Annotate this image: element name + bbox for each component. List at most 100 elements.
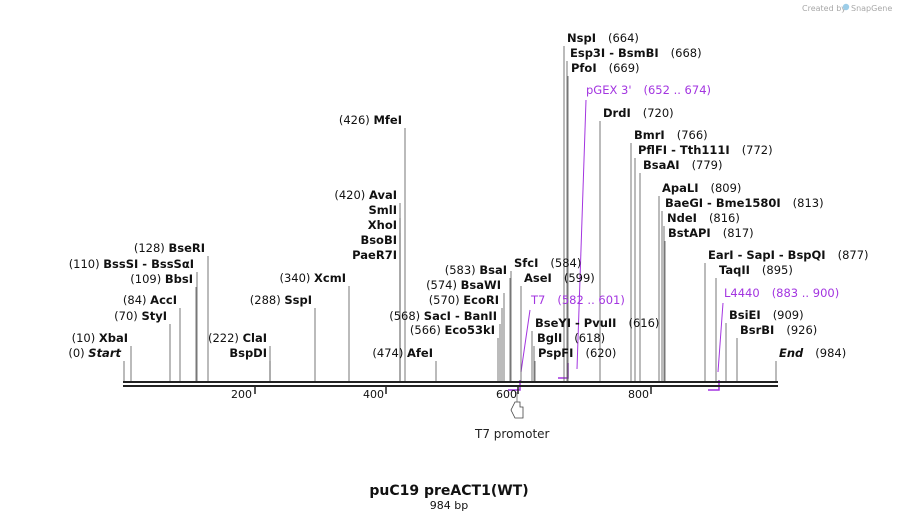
ruler-label: 200: [231, 388, 252, 401]
site-position: (570): [429, 293, 464, 307]
site-label[interactable]: NdeI (816): [667, 211, 740, 225]
site-name: SspI: [284, 293, 312, 307]
site-label[interactable]: BseYI - PvuII (616): [535, 316, 659, 330]
site-name: BglI: [537, 331, 562, 345]
site-label[interactable]: XhoI: [368, 218, 397, 232]
site-label[interactable]: (574) BsaWI: [426, 278, 501, 292]
site-label[interactable]: (340) XcmI: [279, 271, 346, 285]
site-label[interactable]: ApaLI (809): [662, 181, 741, 195]
site-label[interactable]: NspI (664): [567, 31, 639, 45]
site-label[interactable]: PspFI (620): [538, 346, 616, 360]
site-position: (426): [339, 113, 374, 127]
site-name: SmlI: [369, 203, 398, 217]
site-label[interactable]: (570) EcoRI: [429, 293, 499, 307]
site-label[interactable]: (70) StyI: [114, 309, 167, 323]
site-label[interactable]: PaeR7I: [352, 248, 397, 262]
site-label[interactable]: BsiEI (909): [729, 308, 804, 322]
site-position: (128): [134, 241, 169, 255]
feature-label-t7-promoter: T7 promoter: [474, 427, 550, 441]
site-label[interactable]: PfoI (669): [571, 61, 640, 75]
site-position: (720): [643, 106, 674, 120]
primer-name: L4440: [724, 286, 760, 300]
site-label[interactable]: (420) AvaI: [334, 188, 397, 202]
ruler-label: 600: [496, 388, 517, 401]
primer-name: pGEX 3': [586, 83, 632, 97]
site-label[interactable]: BsaAI (779): [643, 158, 723, 172]
site-name: PspFI: [538, 346, 573, 360]
site-position: (474): [372, 346, 407, 360]
site-position: (70): [114, 309, 141, 323]
site-name: BbsI: [165, 272, 193, 286]
site-name: AfeI: [407, 346, 433, 360]
site-label[interactable]: PflFI - Tth111I (772): [638, 143, 773, 157]
site-label[interactable]: (566) Eco53kI: [410, 323, 495, 337]
site-label[interactable]: (128) BseRI: [134, 241, 205, 255]
site-name: Esp3I - BsmBI: [570, 46, 659, 60]
site-label[interactable]: SmlI: [369, 203, 398, 217]
primer-range: (582 .. 601): [557, 293, 625, 307]
site-label[interactable]: Esp3I - BsmBI (668): [570, 46, 702, 60]
site-name: StyI: [141, 309, 167, 323]
site-label[interactable]: BaeGI - Bme1580I (813): [665, 196, 824, 210]
site-position: (620): [585, 346, 616, 360]
site-position: (420): [334, 188, 369, 202]
site-name: BsoBI: [360, 233, 397, 247]
site-name: BsiEI: [729, 308, 761, 322]
watermark-text: Created by: [802, 4, 846, 13]
site-label[interactable]: End (984): [779, 346, 846, 360]
site-label[interactable]: (0) Start: [68, 346, 121, 360]
site-name: PflFI - Tth111I: [638, 143, 730, 157]
site-label[interactable]: BglI (618): [537, 331, 605, 345]
site-label[interactable]: TaqII (895): [719, 263, 793, 277]
site-position: (574): [426, 278, 461, 292]
site-label[interactable]: BstAPI (817): [668, 226, 754, 240]
site-label[interactable]: BsrBI (926): [740, 323, 817, 337]
site-name: BmrI: [634, 128, 665, 142]
site-name: PfoI: [571, 61, 597, 75]
site-name: BsaI: [479, 263, 507, 277]
site-label[interactable]: (583) BsaI: [445, 263, 507, 277]
site-label[interactable]: (426) MfeI: [339, 113, 402, 127]
site-label[interactable]: (222) ClaI: [208, 331, 267, 345]
site-name: BspDI: [229, 346, 267, 360]
site-label[interactable]: (109) BbsI: [130, 272, 193, 286]
site-name: EcoRI: [463, 293, 499, 307]
primer-label[interactable]: L4440 (883 .. 900): [724, 286, 839, 300]
site-label[interactable]: DrdI (720): [603, 106, 674, 120]
site-position: (664): [608, 31, 639, 45]
primer-label[interactable]: T7 (582 .. 601): [530, 293, 625, 307]
plasmid-title: puC19 preACT1(WT): [369, 483, 528, 499]
site-name: BseRI: [168, 241, 205, 255]
site-position: (616): [628, 316, 659, 330]
site-label[interactable]: (568) SacI - BanII: [389, 309, 497, 323]
site-label[interactable]: BsoBI: [360, 233, 397, 247]
site-name: XbaI: [99, 331, 128, 345]
site-label[interactable]: SfcI (584): [514, 256, 581, 270]
site-label[interactable]: (474) AfeI: [372, 346, 433, 360]
site-label[interactable]: EarI - SapI - BspQI (877): [708, 248, 869, 262]
site-name: BsrBI: [740, 323, 774, 337]
ruler-label: 800: [628, 388, 649, 401]
site-position: (817): [723, 226, 754, 240]
site-position: (669): [609, 61, 640, 75]
site-label[interactable]: BspDI: [229, 346, 267, 360]
site-label[interactable]: (84) AccI: [123, 293, 177, 307]
site-name: BstAPI: [668, 226, 711, 240]
site-position: (84): [123, 293, 150, 307]
site-label[interactable]: (288) SspI: [250, 293, 312, 307]
primer-labels: pGEX 3' (652 .. 674)T7 (582 .. 601) L4440 (8…: [530, 83, 839, 307]
site-position: (816): [709, 211, 740, 225]
site-labels: (0) Start(10) XbaI (70) StyI (84) AccI (109…: [68, 31, 868, 360]
site-position: (618): [574, 331, 605, 345]
site-label[interactable]: BmrI (766): [634, 128, 708, 142]
site-label[interactable]: (110) BssSI - BssSαI: [69, 257, 194, 271]
dna-strand-top: [123, 381, 778, 383]
site-name: SacI - BanII: [424, 309, 497, 323]
site-position: (809): [711, 181, 742, 195]
site-name: BsaAI: [643, 158, 680, 172]
site-label[interactable]: (10) XbaI: [72, 331, 128, 345]
primer-label[interactable]: pGEX 3' (652 .. 674): [586, 83, 711, 97]
site-label[interactable]: AseI (599): [524, 271, 595, 285]
primer-graphics: [508, 99, 724, 391]
site-name: ApaLI: [662, 181, 699, 195]
